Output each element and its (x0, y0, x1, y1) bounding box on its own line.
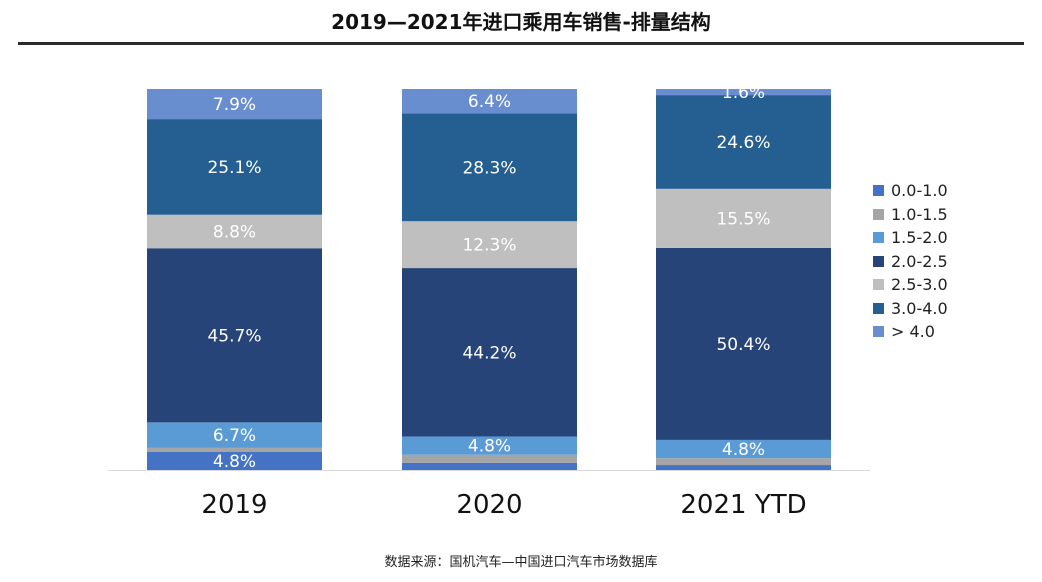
legend-item: 0.0-1.0 (873, 179, 948, 203)
data-label: 6.4% (468, 92, 511, 112)
data-label: 12.3% (462, 236, 516, 256)
bar-segment (656, 89, 831, 96)
legend-swatch (873, 232, 884, 244)
data-label: 25.1% (207, 158, 261, 178)
bar-segment (656, 95, 831, 189)
legend-item: 1.0-1.5 (873, 203, 948, 227)
legend-swatch (873, 302, 884, 314)
data-label: 4.8% (468, 437, 511, 457)
title-divider (18, 42, 1024, 45)
bar-segment (402, 113, 577, 222)
legend-label: 1.0-1.5 (891, 204, 948, 224)
bar-segment (402, 221, 577, 269)
bar-segment (656, 439, 831, 459)
bar-segment (402, 462, 577, 470)
data-label: 4.8% (213, 452, 256, 472)
legend-label: 1.5-2.0 (891, 228, 948, 248)
x-tick-label: 2020 (456, 490, 522, 520)
bar-segment (656, 188, 831, 248)
data-label: 15.5% (716, 209, 770, 229)
bar-segment (147, 447, 322, 452)
bar-segment (147, 248, 322, 423)
bar-segment (147, 89, 322, 120)
legend-swatch (873, 185, 884, 197)
data-label: 24.6% (716, 133, 770, 153)
data-label: 1.6% (722, 83, 765, 103)
legend-label: 2.5-3.0 (891, 275, 948, 295)
legend-item: 3.0-4.0 (873, 297, 948, 321)
bar-segment (402, 454, 577, 463)
legend-item: 2.5-3.0 (873, 273, 948, 297)
data-label: 6.7% (213, 426, 256, 446)
bar-segment (656, 458, 831, 466)
bar-segment (656, 247, 831, 440)
bar-segment (402, 436, 577, 455)
data-label: 44.2% (462, 343, 516, 363)
x-tick-label: 2021 YTD (680, 490, 806, 520)
legend-item: 2.0-2.5 (873, 250, 948, 274)
source-note: 数据来源：国机汽车—中国进口汽车市场数据库 (384, 555, 658, 570)
legend-item: > 4.0 (873, 320, 948, 344)
data-label: 50.4% (716, 335, 770, 355)
legend: 0.0-1.0 1.0-1.5 1.5-2.0 2.0-2.5 2.5-3.0 3.0-4… (873, 179, 948, 344)
bar-segment (402, 89, 577, 114)
data-label: 28.3% (462, 158, 516, 178)
data-label: 7.9% (213, 95, 256, 115)
bar-segment (402, 268, 577, 437)
plot-clip-mask (100, 471, 880, 483)
chart-title: 2019—2021年进口乘用车销售-排量结构 (331, 10, 711, 34)
bar-segment (147, 422, 322, 448)
legend-swatch (873, 326, 884, 338)
legend-label: 0.0-1.0 (891, 181, 948, 201)
legend-swatch (873, 255, 884, 267)
bar-segment (147, 451, 322, 470)
legend-label: 2.0-2.5 (891, 251, 948, 271)
bar-segment (147, 214, 322, 249)
data-label: 8.8% (213, 222, 256, 242)
legend-swatch (873, 279, 884, 291)
legend-label: 3.0-4.0 (891, 298, 948, 318)
legend-label: > 4.0 (891, 322, 935, 342)
data-label: 45.7% (207, 326, 261, 346)
x-tick-label: 2019 (201, 490, 267, 520)
legend-swatch (873, 208, 884, 220)
data-label: 4.8% (722, 440, 765, 460)
legend-item: 1.5-2.0 (873, 226, 948, 250)
bar-segment (656, 465, 831, 470)
bar-segment (147, 119, 322, 215)
